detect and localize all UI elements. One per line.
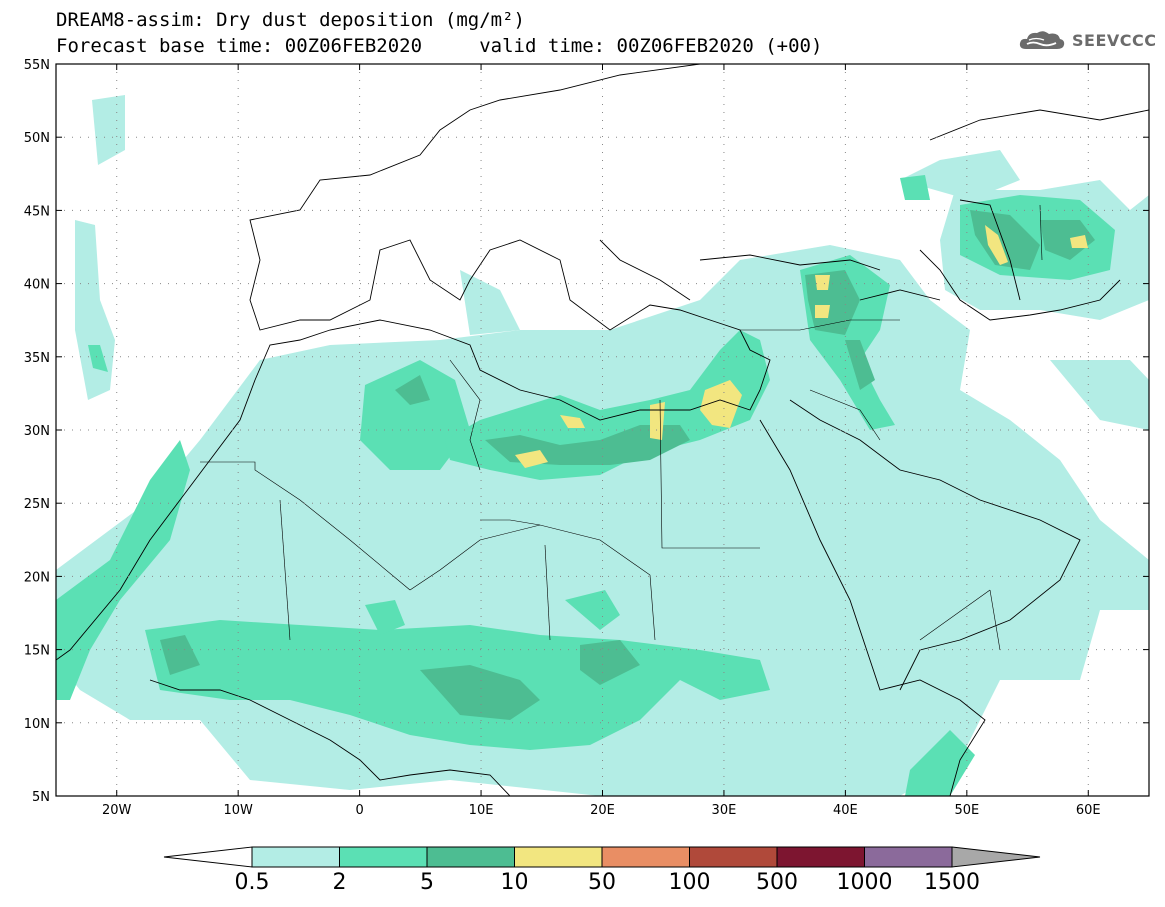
colorbar-swatch (689, 846, 778, 868)
colorbar-level-label: 500 (756, 870, 798, 895)
colorbar-level-label: 2 (332, 870, 347, 895)
logo-text: SEEVCCC (1072, 30, 1157, 50)
lat-tick-label: 20N (24, 570, 50, 585)
colorbar-level-label: 5 (420, 870, 434, 895)
colorbar-swatch (339, 846, 428, 868)
axis-ticks: 20W 10W 0 10E 20E 30E 40E 50E 60E 55N 50N 45N 40N 35N… (24, 58, 1149, 818)
lon-tick-label: 50E (954, 803, 979, 818)
lat-tick-label: 55N (24, 58, 50, 73)
colorbar-swatch (426, 846, 515, 868)
forecast-time-subtitle: Forecast base time: 00Z06FEB2020 valid t… (56, 35, 823, 57)
coastlines (56, 64, 1149, 796)
colorbar (163, 846, 1041, 868)
lat-tick-label: 40N (24, 278, 50, 293)
lat-tick-label: 15N (24, 644, 50, 659)
dust-level-10 (515, 225, 1088, 468)
colorbar-swatch (251, 846, 340, 868)
lat-tick-label: 10N (24, 717, 50, 732)
seevccc-logo: SEEVCCC (1018, 28, 1157, 52)
lat-tick-label: 50N (24, 131, 50, 146)
colorbar-level-label: 10 (500, 870, 529, 895)
lat-tick-label: 35N (24, 351, 50, 366)
lat-tick-label: 25N (24, 497, 50, 512)
colorbar-swatch (514, 846, 603, 868)
map-title: DREAM8-assim: Dry dust deposition (mg/m²… (56, 9, 525, 31)
lat-tick-label: 30N (24, 424, 50, 439)
colorbar-level-label: 0.5 (234, 870, 270, 895)
colorbar-level-label: 1000 (836, 870, 893, 895)
lon-tick-label: 40E (833, 803, 858, 818)
lon-tick-label: 20W (102, 803, 132, 818)
lat-tick-label: 5N (32, 790, 50, 805)
cloud-icon (1019, 31, 1065, 49)
country-borders (200, 204, 1043, 651)
colorbar-level-label: 50 (588, 870, 616, 895)
colorbar-level-label: 100 (668, 870, 711, 895)
colorbar-swatch (601, 846, 690, 868)
lon-tick-label: 0 (355, 803, 363, 818)
colorbar-under-triangle (163, 846, 253, 868)
colorbar-over-triangle (951, 846, 1041, 868)
lon-tick-label: 60E (1076, 803, 1101, 818)
lon-tick-label: 10E (469, 803, 494, 818)
lon-tick-label: 20E (590, 803, 615, 818)
colorbar-swatch (776, 846, 865, 868)
colorbar-swatch (864, 846, 953, 868)
colorbar-level-label: 1500 (924, 870, 980, 895)
lon-tick-label: 10W (223, 803, 253, 818)
lat-tick-label: 45N (24, 204, 50, 219)
lon-tick-label: 30E (712, 803, 737, 818)
